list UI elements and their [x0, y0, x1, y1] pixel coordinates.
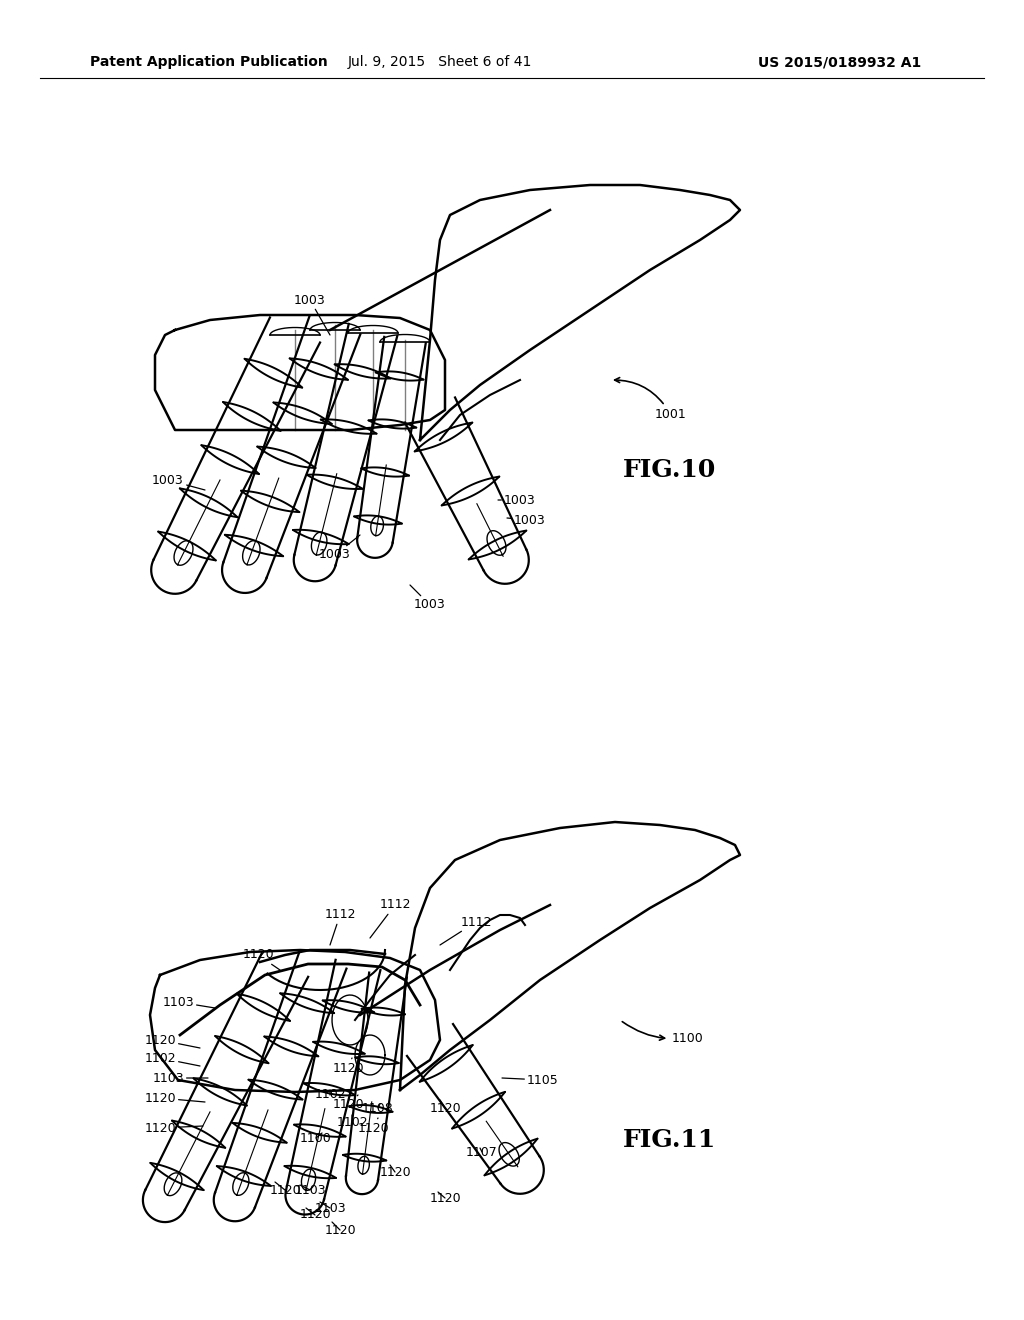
Text: 1001: 1001	[614, 378, 687, 421]
Text: 1102: 1102	[336, 1115, 368, 1129]
Text: 1100: 1100	[623, 1022, 703, 1044]
Text: 1103: 1103	[314, 1201, 346, 1214]
Text: 1103: 1103	[162, 995, 215, 1008]
Text: FIG.11: FIG.11	[624, 1129, 717, 1152]
Text: 1120: 1120	[429, 1192, 461, 1204]
Text: 1112: 1112	[370, 899, 411, 939]
Text: 1120: 1120	[332, 1096, 364, 1111]
Text: 1120: 1120	[243, 949, 280, 970]
Text: 1102: 1102	[314, 1089, 346, 1101]
Text: US 2015/0189932 A1: US 2015/0189932 A1	[759, 55, 922, 69]
Text: 1103: 1103	[153, 1072, 208, 1085]
Text: 1120: 1120	[379, 1166, 411, 1179]
Text: 1120: 1120	[332, 1059, 364, 1074]
Text: 1003: 1003	[319, 535, 360, 561]
Text: 1003: 1003	[153, 474, 205, 490]
Text: Patent Application Publication: Patent Application Publication	[90, 55, 328, 69]
Text: 1120: 1120	[144, 1092, 205, 1105]
Text: 1100: 1100	[300, 1131, 332, 1144]
Text: 1120: 1120	[144, 1122, 203, 1134]
Text: 1120: 1120	[269, 1181, 301, 1196]
Text: 1003: 1003	[498, 494, 536, 507]
Text: 1107: 1107	[466, 1146, 498, 1159]
Text: 1112: 1112	[440, 916, 492, 945]
Text: 1108: 1108	[362, 1101, 394, 1114]
Text: 1120: 1120	[325, 1222, 355, 1237]
Text: 1120: 1120	[299, 1208, 331, 1221]
Text: 1120: 1120	[429, 1100, 461, 1114]
Text: 1112: 1112	[325, 908, 355, 945]
Text: Jul. 9, 2015   Sheet 6 of 41: Jul. 9, 2015 Sheet 6 of 41	[348, 55, 532, 69]
Text: 1105: 1105	[502, 1073, 559, 1086]
Text: FIG.10: FIG.10	[624, 458, 717, 482]
Text: 1003: 1003	[410, 585, 445, 611]
Text: 1003: 1003	[507, 513, 546, 527]
Text: 1120: 1120	[144, 1034, 200, 1048]
Text: 1103: 1103	[294, 1184, 326, 1196]
Text: 1003: 1003	[294, 293, 330, 335]
Text: 1120: 1120	[357, 1118, 389, 1134]
Text: 1102: 1102	[144, 1052, 200, 1067]
